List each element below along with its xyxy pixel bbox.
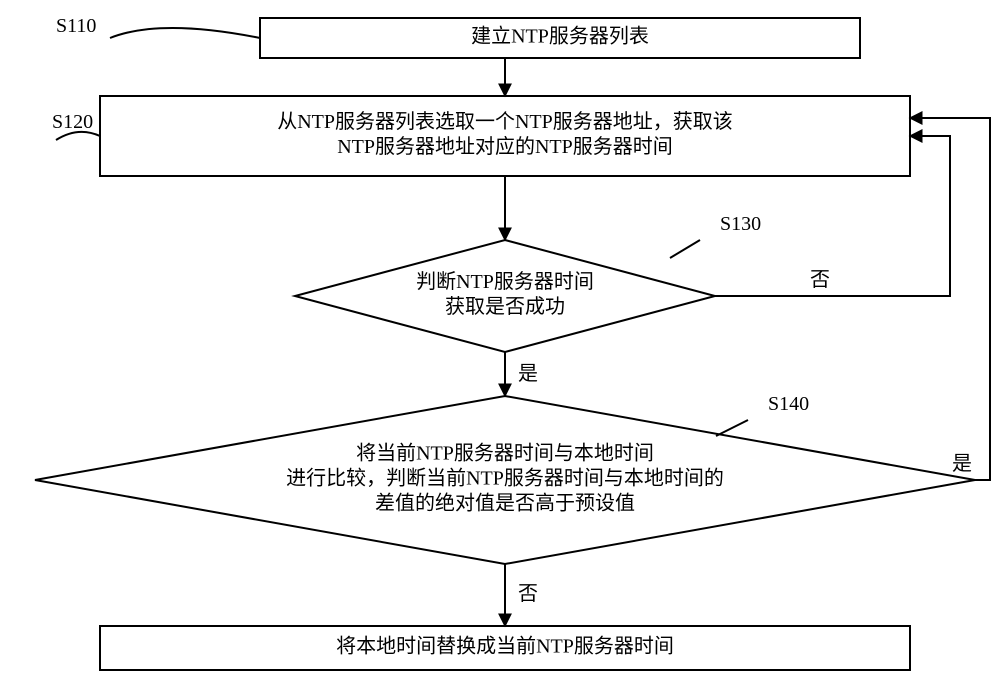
edge-e3: 是	[505, 352, 538, 396]
node-n4-line-1: 进行比较，判断当前NTP服务器时间与本地时间的	[286, 467, 724, 490]
edge-e5-label: 是	[952, 453, 972, 475]
edge-e6: 否	[505, 564, 538, 626]
node-n2-line-1: NTP服务器地址对应的NTP服务器时间	[337, 135, 673, 158]
node-n5: 将本地时间替换成当前NTP服务器时间	[100, 626, 910, 670]
edge-e3-label: 是	[518, 363, 538, 385]
step-label-s130: S130	[720, 213, 761, 235]
edge-s140_leader	[716, 420, 748, 436]
edge-e4-label: 否	[810, 269, 830, 291]
node-n1-line-0: 建立NTP服务器列表	[471, 25, 649, 48]
node-n4-line-0: 将当前NTP服务器时间与本地时间	[356, 442, 654, 465]
edge-e6-label: 否	[518, 583, 538, 605]
edge-s110_leader	[110, 28, 260, 38]
step-label-s110: S110	[56, 15, 96, 37]
step-label-s120: S120	[52, 111, 93, 133]
node-n4-line-2: 差值的绝对值是否高于预设值	[375, 492, 635, 515]
node-n1: 建立NTP服务器列表	[260, 18, 860, 58]
node-n4: 将当前NTP服务器时间与本地时间进行比较，判断当前NTP服务器时间与本地时间的差…	[35, 396, 975, 564]
node-n2: 从NTP服务器列表选取一个NTP服务器地址，获取该NTP服务器地址对应的NTP服…	[100, 96, 910, 176]
node-n3-line-1: 获取是否成功	[445, 295, 565, 318]
node-n3-line-0: 判断NTP服务器时间	[416, 270, 594, 293]
node-n2-line-0: 从NTP服务器列表选取一个NTP服务器地址，获取该	[277, 110, 733, 133]
step-label-s140: S140	[768, 393, 809, 415]
edge-s120_leader	[56, 132, 100, 140]
edge-s130_leader	[670, 240, 700, 258]
node-n3: 判断NTP服务器时间获取是否成功	[295, 240, 715, 352]
node-n5-line-0: 将本地时间替换成当前NTP服务器时间	[336, 635, 674, 658]
